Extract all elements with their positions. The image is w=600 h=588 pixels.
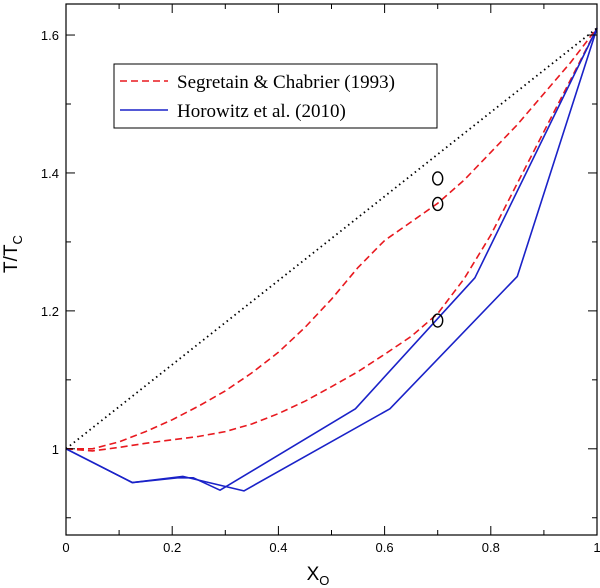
y-axis-title-main: T/T bbox=[1, 244, 22, 273]
series-line-3 bbox=[65, 27, 598, 492]
x-tick-label: 0.2 bbox=[163, 540, 181, 555]
y-axis-title-sub: C bbox=[10, 235, 25, 244]
circle-marker-0 bbox=[432, 171, 444, 186]
x-tick-label: 0.4 bbox=[269, 540, 287, 555]
legend-box bbox=[113, 63, 438, 129]
series-line-1 bbox=[65, 27, 598, 452]
y-tick-label: 1.6 bbox=[41, 28, 59, 43]
x-tick-label: 0.8 bbox=[482, 540, 500, 555]
x-axis-title: XO bbox=[307, 564, 330, 588]
y-tick-label: 1.4 bbox=[41, 166, 59, 181]
tick-layer: 0 0.2 0.4 0.6 0.8 1 1 1.2 1.4 1.6 bbox=[41, 4, 600, 555]
series-layer bbox=[65, 27, 598, 492]
y-axis-title: T/TC bbox=[1, 235, 25, 273]
x-tick-label: 1 bbox=[593, 540, 600, 555]
series-line-0 bbox=[66, 27, 598, 450]
y-tick-label: 1 bbox=[52, 442, 59, 457]
legend: Segretain & Chabrier (1993) Horowitz et … bbox=[113, 63, 438, 129]
x-axis-title-sub: O bbox=[319, 573, 329, 588]
legend-label-horowitz: Horowitz et al. (2010) bbox=[177, 101, 346, 122]
x-tick-label: 0 bbox=[62, 540, 69, 555]
x-tick-label: 0.6 bbox=[376, 540, 394, 555]
circle-marker-2 bbox=[432, 313, 444, 328]
x-axis-title-main: X bbox=[307, 564, 320, 585]
marker-layer bbox=[432, 171, 444, 328]
y-tick-label: 1.2 bbox=[41, 304, 59, 319]
legend-label-segretain: Segretain & Chabrier (1993) bbox=[177, 72, 395, 93]
circle-marker-1 bbox=[432, 196, 444, 212]
